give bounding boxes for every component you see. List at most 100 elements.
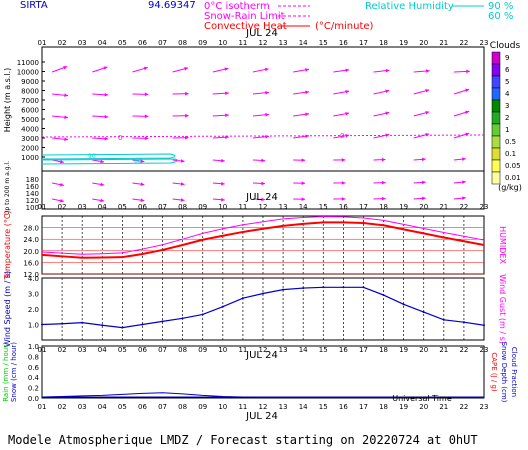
mid2-hour-20: 20 [419, 346, 428, 354]
wind-arrow-head [465, 110, 470, 115]
rain-ylabel: Rain (mm / hour) [2, 342, 10, 402]
wind-arrow-head [462, 157, 466, 161]
wind-arrow-head [301, 181, 306, 185]
precip-panel-frame [41, 345, 485, 399]
wind-speed-point [282, 288, 285, 291]
top-hour-16: 16 [339, 39, 348, 47]
wind-speed-point [241, 297, 244, 300]
mid2-hour-02: 02 [58, 346, 67, 354]
mid1-hour-01: 01 [38, 203, 47, 211]
bottom-hour-12: 12 [259, 403, 268, 411]
mid2-hour-22: 22 [459, 346, 468, 354]
bottom-hour-labels: 01 02 03 04 05 06 07 08 09 10 11 12 13 14 15 16 17 18 19 20… [38, 403, 489, 411]
wind-arrow-head [261, 181, 265, 186]
mid1-hour-23: 23 [480, 203, 489, 211]
wind-arrow-head [143, 66, 148, 71]
bottom-hour-23: 23 [480, 403, 489, 411]
station-label: SIRTA [20, 0, 48, 11]
cloud-swatch-9 [491, 51, 501, 65]
wind-arrow-head [264, 67, 269, 72]
cloudfrac-ylabel: Cloud Fraction [510, 347, 518, 397]
mid1-hour-13: 13 [279, 203, 288, 211]
bottom-hour-06: 06 [138, 403, 147, 411]
wind-ytick-3000: 3000 [21, 135, 39, 143]
ws-ytick-1.0: 1.0 [28, 322, 39, 330]
mid2-hour-03: 03 [78, 346, 87, 354]
rh-60-contour [41, 158, 179, 165]
top-hour-08: 08 [178, 39, 187, 47]
series-humidex [41, 216, 485, 255]
isotherm-label-right: 0 [340, 132, 344, 140]
ws-ytick-2.0: 2.0 [28, 306, 39, 314]
clouds-title: Clouds [490, 41, 521, 51]
precip-ytick-0.2: 0.2 [28, 385, 39, 393]
mid2-hour-07: 07 [158, 346, 167, 354]
wind-ylabel2: Up to 200 m a.g.l. [4, 161, 11, 215]
wind-speed-point [81, 321, 84, 324]
wind-speed-point [382, 294, 385, 297]
rh-60-label: 60 [134, 158, 142, 165]
cloud-level-4: 4 [505, 90, 510, 98]
wind-arrow-head [180, 198, 185, 202]
wind-arrow-head [425, 111, 430, 115]
wind-arrow-head [385, 89, 390, 94]
wind-speed-point [181, 317, 184, 320]
wind-ytick-4000: 4000 [21, 126, 39, 134]
wind-ytick-10000: 10000 [17, 69, 39, 77]
cape-ylabel: CAPE (J / g) [490, 352, 498, 392]
top-hour-04: 04 [98, 39, 107, 47]
top-hour-05: 05 [118, 39, 127, 47]
wind-speed-point [61, 322, 64, 325]
wind-arrow-head [64, 115, 69, 120]
wind-ytick-low-100: 100 [26, 204, 39, 212]
cloud-swatch-5 [491, 75, 501, 89]
cloud-level-0.05: 0.05 [505, 162, 521, 170]
wind-arrow-head [144, 114, 149, 119]
snowdepth-ylabel: Snow Depth (cm) [500, 342, 508, 403]
wind-arrow-head [104, 136, 109, 141]
precip-ytick-0.6: 0.6 [28, 364, 40, 372]
wind-arrow-head [422, 196, 426, 201]
top-hour-09: 09 [198, 39, 207, 47]
bottom-hour-22: 22 [459, 403, 468, 411]
mid2-hour-08: 08 [178, 346, 187, 354]
wind-speed-point [402, 303, 405, 306]
top-hour-22: 22 [459, 39, 468, 47]
precip-series [41, 392, 484, 398]
wind-arrow-head [422, 180, 426, 185]
mid2-hour-04: 04 [98, 346, 107, 354]
ws-ytick-3.0: 3.0 [28, 291, 39, 299]
wind-ytick-1000: 1000 [21, 154, 39, 162]
top-hour-23: 23 [480, 39, 489, 47]
mid2-hour-18: 18 [379, 346, 388, 354]
bottom-hour-14: 14 [299, 403, 308, 411]
wind-arrow-head [185, 113, 189, 118]
wind-ytick-11000: 11000 [17, 59, 39, 67]
wind-arrow-head [261, 158, 265, 163]
wind-speed-point [483, 324, 485, 327]
legend-convective-label: Convective Heat [204, 21, 287, 32]
date-bottom: JUL 24 [245, 411, 278, 422]
wind-ytick-low-140: 140 [26, 190, 39, 198]
cloud-swatch-0.1 [491, 147, 501, 161]
series-temperature [41, 221, 485, 259]
mid2-hour-11: 11 [238, 346, 247, 354]
wind-speed-point [161, 320, 164, 323]
wind-arrow-head [345, 68, 350, 73]
wind-arrow-head [381, 157, 386, 162]
mid2-hour-13: 13 [279, 346, 288, 354]
mid1-hour-05: 05 [118, 203, 127, 211]
wind-speed-point [201, 313, 204, 316]
wind-speed-point [422, 311, 425, 314]
universal-time-label: Universal Time [392, 394, 452, 403]
mid1-hour-17: 17 [359, 203, 368, 211]
temp-ytick-12.0: 12.0 [23, 271, 39, 279]
wind-speed-grid [61, 278, 465, 340]
cloud-level-1: 1 [505, 126, 509, 134]
wind-arrow-head [305, 68, 309, 72]
wind-arrow-head [465, 88, 470, 93]
bottom-hour-18: 18 [379, 403, 388, 411]
top-hour-20: 20 [419, 39, 428, 47]
wind-arrow-head [184, 67, 189, 71]
date-top: JUL 24 [245, 28, 278, 39]
